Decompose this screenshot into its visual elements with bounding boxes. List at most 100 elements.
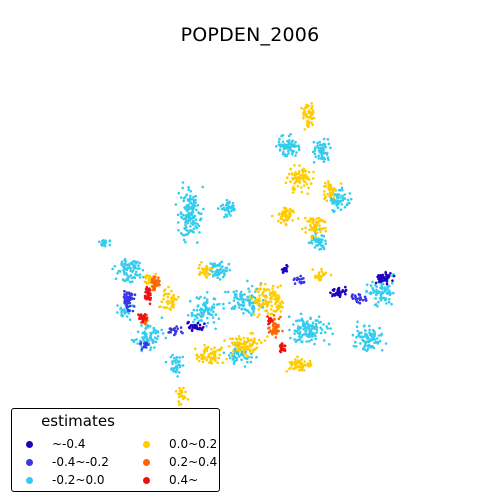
map-point (231, 306, 235, 309)
map-point (153, 336, 157, 339)
map-point (236, 301, 240, 305)
map-point (116, 304, 119, 307)
map-point (195, 353, 198, 357)
map-point (200, 319, 203, 322)
map-point (379, 274, 382, 278)
map-point (295, 329, 299, 333)
map-point (359, 297, 363, 301)
map-point (314, 276, 317, 280)
map-point (205, 264, 208, 268)
map-point (277, 140, 281, 144)
map-point (307, 364, 310, 367)
map-point (138, 261, 141, 265)
map-point (235, 293, 238, 297)
map-point (390, 282, 394, 285)
map-point (238, 306, 241, 309)
map-point (323, 331, 327, 334)
map-point (339, 196, 342, 199)
map-point (225, 269, 228, 273)
map-point (157, 276, 160, 280)
map-point (170, 305, 174, 309)
map-point (222, 351, 226, 355)
map-point (318, 242, 321, 245)
map-point (316, 144, 319, 148)
map-point (303, 360, 306, 363)
map-point (291, 218, 294, 222)
map-point (251, 350, 255, 354)
map-point (265, 288, 269, 291)
map-point (374, 283, 377, 287)
map-point (140, 324, 143, 327)
map-point (221, 265, 224, 268)
map-point (307, 121, 311, 124)
map-point (130, 280, 134, 284)
map-point (353, 294, 357, 297)
map-point (180, 394, 184, 398)
map-point (248, 295, 252, 298)
map-point (163, 292, 167, 296)
map-point (261, 299, 265, 302)
map-point (230, 205, 234, 209)
map-point (285, 263, 288, 267)
map-point (277, 294, 280, 297)
map-point (329, 191, 332, 194)
map-point (135, 338, 138, 341)
map-point (240, 358, 243, 362)
map-point (172, 296, 175, 299)
map-point (341, 194, 344, 198)
map-point (285, 223, 288, 227)
map-point (146, 326, 150, 329)
map-point (232, 299, 236, 302)
map-point (288, 207, 292, 211)
map-point (308, 335, 312, 338)
map-point (366, 337, 369, 340)
map-point (266, 335, 269, 338)
map-point (189, 194, 192, 198)
map-point (200, 355, 204, 358)
map-point (130, 276, 134, 280)
map-point (206, 321, 210, 325)
map-point (250, 338, 253, 342)
map-point (128, 280, 132, 284)
map-point (301, 324, 305, 328)
map-point (309, 331, 312, 335)
map-point (239, 303, 243, 307)
map-point (300, 335, 303, 339)
map-point (300, 190, 304, 194)
map-point (322, 148, 325, 152)
map-point (364, 297, 368, 301)
map-point (305, 106, 308, 110)
map-point (328, 183, 331, 186)
map-point (160, 328, 163, 332)
map-point (122, 268, 125, 272)
map-point (378, 279, 382, 283)
map-point (363, 340, 366, 343)
map-point (227, 262, 231, 266)
map-point (317, 315, 321, 319)
map-point (150, 280, 154, 284)
map-point (284, 215, 288, 218)
map-point (186, 229, 189, 232)
map-point (203, 356, 207, 359)
map-point (173, 333, 176, 337)
map-point (375, 288, 378, 292)
map-point (142, 314, 146, 318)
map-point (184, 206, 187, 209)
map-point (288, 139, 291, 142)
map-point (123, 289, 126, 293)
map-point (178, 363, 181, 367)
map-point (242, 345, 246, 349)
map-point (204, 308, 207, 312)
map-point (371, 345, 375, 348)
map-point (194, 347, 197, 351)
map-point (252, 348, 256, 352)
map-point (233, 304, 237, 308)
map-point (218, 262, 222, 265)
map-point (189, 225, 192, 228)
map-point (371, 280, 374, 284)
map-point (156, 330, 160, 333)
map-point (169, 330, 173, 334)
map-point (200, 357, 203, 361)
map-point (294, 154, 297, 157)
map-point (276, 285, 280, 289)
